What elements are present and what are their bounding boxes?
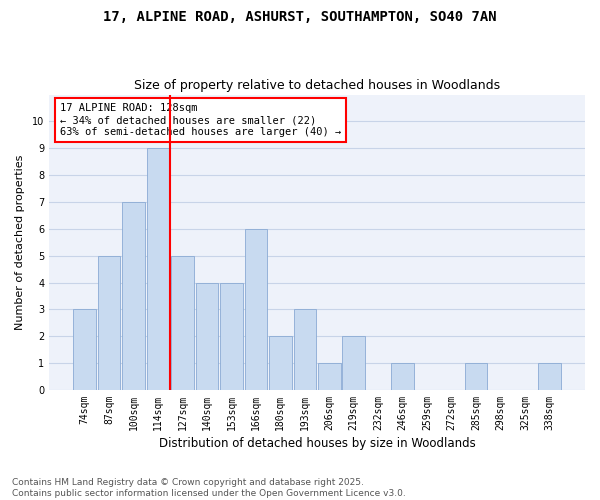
Text: 17 ALPINE ROAD: 128sqm
← 34% of detached houses are smaller (22)
63% of semi-det: 17 ALPINE ROAD: 128sqm ← 34% of detached… xyxy=(60,104,341,136)
Bar xyxy=(171,256,194,390)
Bar xyxy=(343,336,365,390)
X-axis label: Distribution of detached houses by size in Woodlands: Distribution of detached houses by size … xyxy=(158,437,475,450)
Y-axis label: Number of detached properties: Number of detached properties xyxy=(15,154,25,330)
Bar xyxy=(269,336,292,390)
Bar xyxy=(245,229,267,390)
Bar xyxy=(98,256,121,390)
Bar xyxy=(147,148,169,390)
Bar xyxy=(220,282,242,390)
Bar xyxy=(196,282,218,390)
Bar xyxy=(293,310,316,390)
Text: 17, ALPINE ROAD, ASHURST, SOUTHAMPTON, SO40 7AN: 17, ALPINE ROAD, ASHURST, SOUTHAMPTON, S… xyxy=(103,10,497,24)
Text: Contains HM Land Registry data © Crown copyright and database right 2025.
Contai: Contains HM Land Registry data © Crown c… xyxy=(12,478,406,498)
Title: Size of property relative to detached houses in Woodlands: Size of property relative to detached ho… xyxy=(134,79,500,92)
Bar xyxy=(73,310,96,390)
Bar xyxy=(465,363,487,390)
Bar xyxy=(391,363,414,390)
Bar xyxy=(318,363,341,390)
Bar xyxy=(122,202,145,390)
Bar xyxy=(538,363,560,390)
